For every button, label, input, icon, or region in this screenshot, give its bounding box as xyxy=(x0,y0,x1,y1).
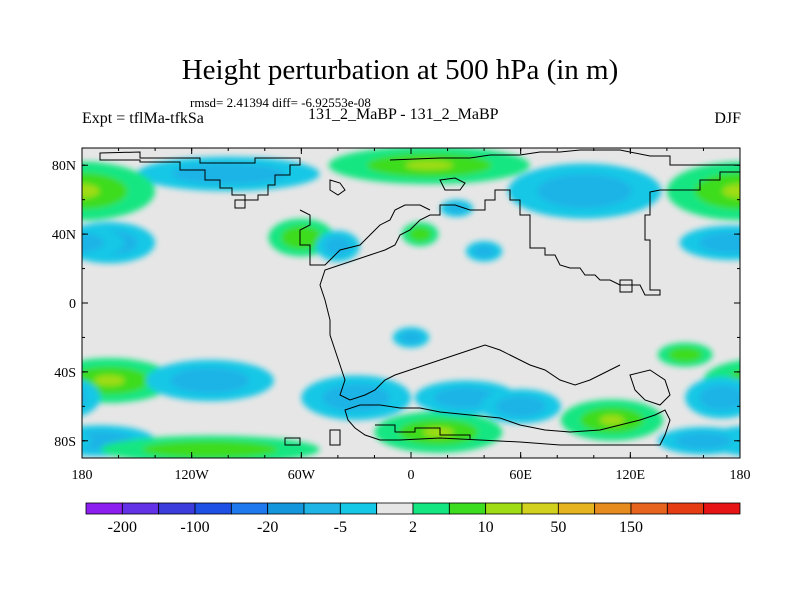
colorbar-swatch-10 xyxy=(448,502,487,515)
anomaly-1-wrap-2 xyxy=(739,188,740,194)
anomaly-23-layer-1 xyxy=(699,384,740,411)
y-tick-label-3: 40S xyxy=(54,366,76,381)
anomaly-6-layer-1 xyxy=(324,236,352,256)
coastline-south-3 xyxy=(284,437,301,446)
colorbar-swatch-13 xyxy=(557,502,596,515)
coastline-south-1 xyxy=(344,404,671,446)
colorbar-label-1: -100 xyxy=(180,519,209,536)
colorbar-label-7: 150 xyxy=(619,519,643,536)
coastline-north-1 xyxy=(99,151,301,201)
colorbar-label-5: 10 xyxy=(478,519,494,536)
colorbar-swatch-16 xyxy=(666,502,705,515)
anomaly-3-wrap-2 xyxy=(82,184,100,199)
colorbar-swatch-8 xyxy=(376,502,414,515)
anomaly-12-layer-2 xyxy=(94,375,125,386)
coastline-north-5 xyxy=(439,177,466,191)
coastline-south-5 xyxy=(629,369,671,406)
x-tick-label-1: 120W xyxy=(175,468,210,483)
anomaly-5-layer-1 xyxy=(280,225,322,250)
x-axis: 180 120W 60W 0 60E 120E 180 xyxy=(72,148,751,483)
anomaly-10-layer-1 xyxy=(472,244,496,258)
anomaly-23-wrap-1 xyxy=(82,390,87,406)
colorbar-swatch-3 xyxy=(194,502,232,515)
colorbar-swatch-1 xyxy=(121,502,160,515)
colorbar-swatch-5 xyxy=(267,502,305,515)
y-tick-label-1: 40N xyxy=(52,228,76,243)
anomaly-2-wrap-1 xyxy=(739,239,740,246)
colorbar-swatch-9 xyxy=(412,502,450,515)
coastline-north-3 xyxy=(299,204,431,266)
experiment-label: Expt = tflMa-tfkSa xyxy=(82,110,204,127)
anomaly-7-layer-2 xyxy=(405,160,454,170)
coastline-north-7 xyxy=(234,199,246,209)
anomaly-3-wrap-1 xyxy=(82,172,128,210)
anomaly-17-layer-2 xyxy=(423,427,454,438)
anomaly-4-layer-1 xyxy=(699,232,740,254)
anomaly-16-layer-1 xyxy=(141,440,278,458)
anomaly-20-layer-1 xyxy=(495,395,546,418)
colorbar-swatch-11 xyxy=(485,502,523,515)
colorbar-swatch-15 xyxy=(630,502,668,515)
colorbar-swatch-7 xyxy=(339,502,378,515)
anomaly-8-layer-1 xyxy=(537,173,633,209)
colorbar-swatch-17 xyxy=(703,502,741,515)
coastline-south-4 xyxy=(329,429,341,446)
anomaly-21-layer-2 xyxy=(599,415,625,426)
season-label: DJF xyxy=(714,110,741,127)
coastline-north-2 xyxy=(319,149,740,401)
anomaly-22-layer-1 xyxy=(668,347,703,363)
y-tick-label-2: 0 xyxy=(69,297,76,312)
colorbar-label-3: -5 xyxy=(334,519,347,536)
y-axis: 80N 40N 0 40S 80S xyxy=(52,159,740,450)
colorbar-swatch-0 xyxy=(85,502,123,515)
anomaly-11-layer-1 xyxy=(446,202,467,214)
anomaly-12-wrap-2 xyxy=(752,375,783,386)
colorbar-swatch-6 xyxy=(303,502,341,515)
anomaly-3-layer-1 xyxy=(694,172,740,210)
x-tick-label-0: 180 xyxy=(72,468,93,483)
coastline-south-2 xyxy=(375,424,471,440)
anomaly-9-layer-1 xyxy=(408,226,432,242)
anomaly-0-layer-1 xyxy=(171,163,285,185)
colorbar-swatch-12 xyxy=(521,502,559,515)
colorbar-label-6: 50 xyxy=(550,519,566,536)
chart-subtitle: 131_2_MaBP - 131_2_MaBP xyxy=(308,106,499,123)
anomaly-3-layer-2 xyxy=(722,184,740,199)
x-tick-label-6: 180 xyxy=(730,468,751,483)
colorbar-swatch-4 xyxy=(230,502,269,515)
colorbar-label-2: -20 xyxy=(257,519,278,536)
colorbar-swatch-14 xyxy=(594,502,632,515)
colorbar-swatch-2 xyxy=(158,502,196,515)
y-tick-label-0: 80N xyxy=(52,159,76,174)
anomaly-23-wrap-0 xyxy=(82,379,101,416)
colorbar-label-0: -200 xyxy=(108,519,137,536)
anomaly-24-layer-1 xyxy=(675,432,732,450)
x-tick-label-2: 60W xyxy=(288,468,316,483)
y-tick-label-4: 80S xyxy=(54,435,76,450)
coastline-north-6 xyxy=(619,279,633,293)
anomaly-19-layer-1 xyxy=(399,331,423,344)
x-tick-label-3: 0 xyxy=(408,468,415,483)
stats-text: rmsd= 2.41394 diff= -6.92553e-08 xyxy=(190,95,371,110)
anomaly-layer xyxy=(82,148,783,458)
anomaly-13-layer-1 xyxy=(170,367,250,394)
colorbar: -200 -100 -20 -5 2 10 50 150 xyxy=(85,502,741,536)
anomaly-4-wrap-1 xyxy=(82,232,105,253)
anomaly-24-wrap-0 xyxy=(82,432,92,450)
chart-title: Height perturbation at 500 hPa (in m) xyxy=(181,54,619,86)
x-tick-label-4: 60E xyxy=(509,468,532,483)
colorbar-label-4: 2 xyxy=(409,519,417,536)
coastline-layer xyxy=(99,149,740,446)
x-tick-label-5: 120E xyxy=(616,468,646,483)
coastline-north-4 xyxy=(329,179,346,196)
